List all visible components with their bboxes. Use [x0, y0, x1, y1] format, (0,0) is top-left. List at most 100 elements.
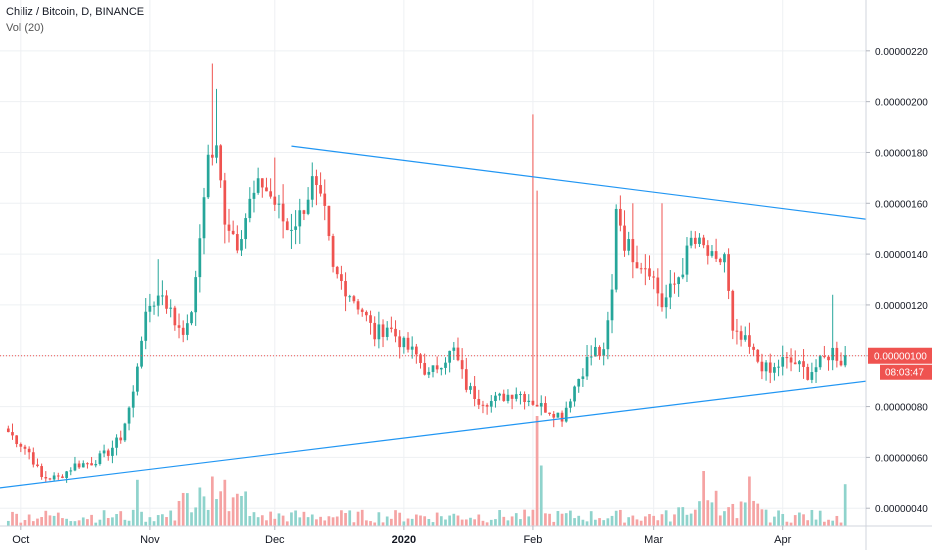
- candle-body: [748, 335, 751, 347]
- y-tick-label: 0.00000220: [875, 47, 928, 58]
- candle-body: [94, 463, 98, 466]
- candle-body: [752, 346, 755, 350]
- volume-bar: [127, 520, 131, 526]
- volume-bar: [531, 509, 535, 526]
- candle-body: [710, 251, 714, 256]
- volume-bar: [381, 522, 385, 526]
- candle: [623, 210, 626, 257]
- volume-bar: [377, 512, 381, 526]
- volume-bar: [743, 502, 747, 526]
- candle-body: [81, 463, 85, 468]
- volume-bar: [323, 520, 327, 526]
- volume-bar: [698, 501, 701, 526]
- candle: [739, 325, 743, 347]
- candle-body: [161, 295, 164, 297]
- candle-body: [331, 236, 335, 267]
- candle: [327, 205, 331, 241]
- volume-bar: [48, 515, 52, 526]
- candle: [144, 298, 148, 350]
- candle-body: [298, 210, 302, 227]
- candle: [173, 305, 177, 331]
- candle: [69, 467, 73, 476]
- volume-bars: [6, 416, 847, 526]
- candle: [827, 355, 830, 371]
- volume-bar: [573, 518, 576, 526]
- candle: [777, 359, 780, 377]
- volume-bar: [556, 511, 560, 526]
- candle-body: [431, 365, 435, 372]
- candle: [306, 187, 310, 216]
- candle-body: [385, 327, 389, 337]
- volume-bar: [252, 512, 256, 526]
- candle-body: [31, 452, 35, 465]
- candle-body: [727, 254, 730, 291]
- volume-bar: [619, 509, 622, 526]
- candle-body: [506, 394, 510, 401]
- candle-body: [502, 393, 506, 401]
- candle-body: [519, 394, 522, 396]
- candle: [140, 336, 143, 369]
- candle: [206, 144, 210, 199]
- candle-body: [414, 346, 418, 355]
- candle: [302, 209, 306, 221]
- volume-bar: [27, 514, 31, 526]
- candle: [331, 233, 335, 273]
- volume-bar: [793, 515, 797, 526]
- candle: [398, 330, 402, 359]
- candle: [760, 353, 764, 380]
- volume-bar: [156, 515, 160, 526]
- candle-body: [535, 404, 539, 407]
- candle-body: [793, 362, 797, 365]
- volume-bar: [210, 476, 214, 526]
- candle: [689, 230, 693, 249]
- volume-bar: [544, 513, 547, 526]
- candle: [265, 177, 268, 192]
- volume-bar: [527, 516, 531, 526]
- volume-bar: [315, 519, 318, 526]
- volume-bar: [227, 511, 231, 526]
- volume-bar: [843, 484, 847, 526]
- candle-body: [40, 466, 43, 478]
- candle-body: [768, 362, 772, 373]
- candle: [781, 345, 785, 376]
- candle-body: [485, 405, 489, 407]
- candle: [731, 289, 735, 340]
- volume-bar: [756, 503, 760, 526]
- candle-body: [148, 305, 152, 312]
- volume-bar: [340, 510, 343, 526]
- candle: [406, 332, 410, 353]
- candle: [843, 346, 847, 368]
- candle-body: [660, 293, 664, 308]
- candle: [194, 270, 198, 326]
- candle-body: [777, 366, 780, 368]
- volume-bar: [194, 507, 198, 526]
- candle: [94, 460, 98, 468]
- candle: [169, 299, 173, 318]
- candle: [564, 401, 568, 423]
- candle: [752, 343, 755, 357]
- volume-bar: [448, 515, 452, 526]
- volume-bar: [331, 517, 335, 526]
- candle-body: [739, 331, 743, 340]
- candle: [431, 365, 435, 378]
- candle-body: [798, 361, 801, 365]
- candle: [348, 294, 352, 302]
- volume-bar: [806, 520, 810, 526]
- candle: [648, 255, 651, 280]
- candle-body: [818, 356, 822, 368]
- candle-body: [556, 412, 560, 418]
- volume-bar: [498, 510, 501, 526]
- candle: [127, 406, 131, 431]
- volume-bar: [40, 517, 43, 526]
- trendline: [291, 145, 892, 223]
- candle: [614, 204, 618, 293]
- candle: [15, 435, 19, 448]
- candle-body: [843, 355, 847, 366]
- candle: [165, 290, 168, 314]
- candle-body: [656, 277, 660, 294]
- candle: [494, 391, 497, 408]
- volume-bar: [485, 522, 489, 526]
- candle-body: [77, 463, 81, 468]
- candle-body: [689, 237, 693, 246]
